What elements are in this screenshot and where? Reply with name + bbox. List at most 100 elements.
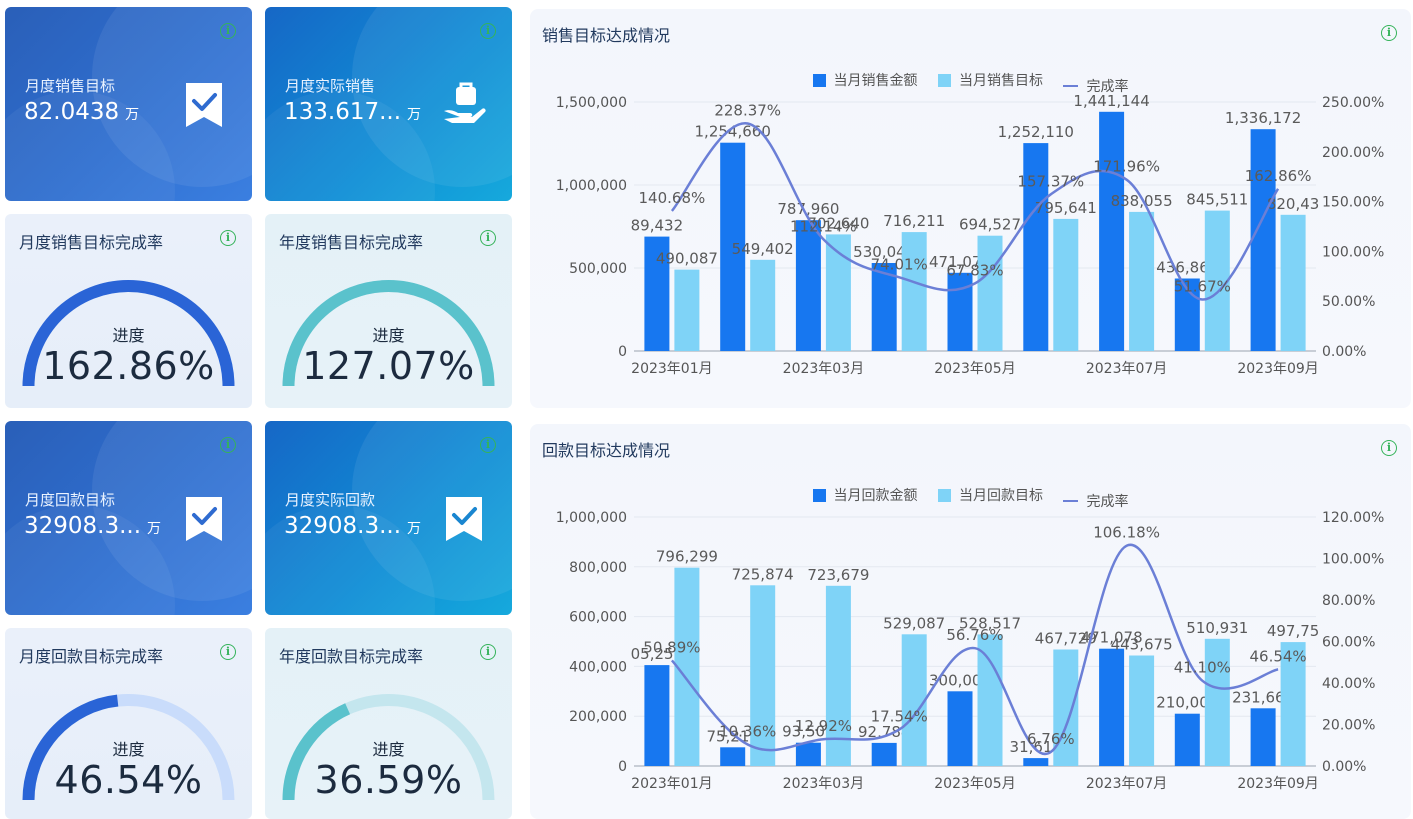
- legend-label: 当月销售金额: [833, 73, 918, 89]
- line-data-label: 162.86%: [1245, 167, 1312, 185]
- y-right-tick-label: 100.00%: [1322, 244, 1384, 260]
- bar[interactable]: [947, 691, 973, 766]
- line-data-label: 171.96%: [1093, 158, 1160, 176]
- bar-data-label: 05,250: [631, 645, 684, 663]
- y-right-tick-label: 100.00%: [1322, 552, 1384, 568]
- legend-item[interactable]: 完成率: [1063, 491, 1128, 511]
- bar[interactable]: [1250, 129, 1276, 351]
- bar-data-label: 845,511: [1186, 191, 1248, 209]
- legend-label: 当月回款目标: [959, 488, 1043, 504]
- info-icon[interactable]: i: [480, 23, 496, 39]
- gauge-sub-label: 进度: [112, 740, 145, 759]
- legend-label: 当月销售目标: [959, 73, 1043, 89]
- legend-item[interactable]: 当月回款金额: [812, 485, 918, 505]
- bar-data-label: 443,675: [1111, 636, 1173, 654]
- bar[interactable]: [644, 665, 670, 766]
- bar[interactable]: [871, 263, 897, 351]
- y-left-tick-label: 200,000: [569, 709, 627, 725]
- gauge-fill: [282, 703, 351, 801]
- y-right-tick-label: 0.00%: [1322, 759, 1366, 775]
- info-icon[interactable]: i: [220, 644, 236, 660]
- bar[interactable]: [1204, 210, 1230, 351]
- bar-data-label: 497,75: [1267, 622, 1320, 640]
- y-right-tick-label: 80.00%: [1322, 593, 1375, 609]
- bar[interactable]: [947, 272, 973, 351]
- bar-data-label: 210,000: [1156, 694, 1218, 712]
- bar[interactable]: [1099, 648, 1125, 766]
- bar[interactable]: [1280, 642, 1306, 766]
- info-icon[interactable]: i: [1381, 440, 1397, 456]
- x-tick-label: 2023年09月: [1237, 361, 1318, 377]
- progress-gauge: [22, 280, 235, 387]
- line-data-label: 228.37%: [714, 102, 781, 120]
- gauge-title: 月度销售目标完成率: [19, 233, 164, 252]
- bar[interactable]: [977, 235, 1003, 351]
- bar[interactable]: [644, 236, 670, 351]
- bar[interactable]: [825, 585, 851, 766]
- gauge-title: 年度销售目标完成率: [279, 233, 424, 252]
- gauge-value: 36.59%: [314, 758, 463, 802]
- bar[interactable]: [1280, 214, 1306, 351]
- bar-data-label: 93,500: [782, 723, 835, 741]
- gauge-fill: [282, 280, 495, 387]
- y-right-tick-label: 120.00%: [1322, 510, 1384, 526]
- bar[interactable]: [1023, 143, 1049, 351]
- y-left-tick-label: 1,000,000: [556, 178, 627, 194]
- info-icon[interactable]: i: [1381, 25, 1397, 41]
- bar[interactable]: [720, 747, 746, 766]
- bar[interactable]: [674, 269, 700, 351]
- y-right-tick-label: 150.00%: [1322, 195, 1384, 211]
- gauge-title: 月度回款目标完成率: [19, 647, 164, 666]
- bar[interactable]: [1023, 758, 1049, 766]
- kpi-label: 月度回款目标: [25, 491, 116, 509]
- bar-data-label: 702,640: [807, 214, 869, 232]
- bar-data-label: 1,441,144: [1073, 92, 1149, 110]
- bar[interactable]: [1099, 111, 1125, 351]
- kpi-label: 月度销售目标: [25, 77, 116, 95]
- info-icon[interactable]: i: [220, 437, 236, 453]
- bar-data-label: 530,040: [853, 243, 915, 261]
- info-icon[interactable]: i: [480, 230, 496, 246]
- bar[interactable]: [1053, 218, 1079, 351]
- bar-data-label: 490,087: [656, 250, 718, 268]
- bar[interactable]: [720, 142, 746, 351]
- bar[interactable]: [977, 634, 1003, 766]
- y-left-tick-label: 0: [618, 759, 627, 775]
- bar[interactable]: [871, 742, 897, 766]
- gauge-fill: [22, 694, 119, 801]
- info-icon[interactable]: i: [480, 437, 496, 453]
- bar[interactable]: [1129, 655, 1155, 767]
- chart-card-sales: 销售目标达成情况 i 当月销售金额 当月销售目标 完成率 0 500,000 1,0…: [530, 9, 1411, 408]
- legend-item[interactable]: 当月回款目标: [938, 485, 1043, 505]
- bar[interactable]: [901, 232, 927, 351]
- bar[interactable]: [1129, 211, 1155, 351]
- gauge-value: 46.54%: [54, 758, 203, 802]
- bar-data-label: 716,211: [883, 212, 945, 230]
- info-icon[interactable]: i: [220, 230, 236, 246]
- legend-item[interactable]: 完成率: [1063, 76, 1128, 96]
- info-icon[interactable]: i: [220, 23, 236, 39]
- bar[interactable]: [795, 742, 821, 766]
- y-left-tick-label: 800,000: [569, 560, 627, 576]
- y-right-tick-label: 0.00%: [1322, 344, 1366, 360]
- legend-item[interactable]: 当月销售目标: [938, 70, 1043, 90]
- bar[interactable]: [750, 585, 776, 766]
- kpi-card-monthly-actual-sales: i 月度实际销售 133.617... 万: [265, 7, 512, 201]
- x-tick-label: 2023年03月: [783, 361, 864, 377]
- bar[interactable]: [750, 259, 776, 351]
- line-data-label: 17.54%: [871, 708, 928, 726]
- bar[interactable]: [795, 220, 821, 351]
- line-data-label: 106.18%: [1093, 524, 1160, 542]
- bar[interactable]: [1174, 713, 1200, 766]
- y-right-tick-label: 200.00%: [1322, 145, 1384, 161]
- bar[interactable]: [1053, 649, 1079, 767]
- bar[interactable]: [1204, 638, 1230, 766]
- legend-swatch: [812, 488, 826, 502]
- legend-item[interactable]: 当月销售金额: [812, 70, 918, 90]
- info-icon[interactable]: i: [480, 644, 496, 660]
- bar-data-label: 89,432: [631, 217, 684, 235]
- bar-data-label: 838,055: [1111, 192, 1173, 210]
- bar[interactable]: [1250, 708, 1276, 766]
- bar[interactable]: [901, 634, 927, 766]
- bar-data-label: 694,527: [959, 216, 1021, 234]
